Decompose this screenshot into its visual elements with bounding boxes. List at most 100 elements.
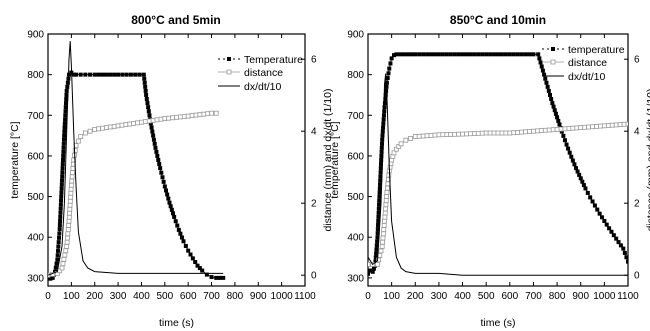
data-point: [588, 195, 593, 200]
data-point: [70, 165, 76, 171]
data-point: [55, 257, 60, 262]
data-point: [60, 170, 65, 175]
data-point: [64, 88, 69, 93]
data-point: [384, 185, 390, 191]
data-point: [597, 211, 602, 216]
data-point: [154, 117, 160, 123]
data-point: [564, 142, 569, 147]
data-point: [155, 153, 160, 158]
plot-area: [48, 41, 226, 281]
y-tick-label: 800: [27, 70, 44, 81]
data-point: [378, 174, 383, 179]
data-point: [384, 80, 389, 85]
legend-marker: [550, 59, 556, 65]
data-point: [68, 194, 73, 200]
data-point: [67, 72, 72, 77]
data-point: [376, 218, 381, 223]
data-point: [598, 123, 603, 129]
data-point: [604, 222, 609, 227]
series-distance: [368, 121, 628, 267]
data-point: [133, 72, 138, 77]
data-point: [59, 182, 64, 187]
data-point: [61, 256, 67, 262]
legend-marker: [551, 47, 555, 51]
data-point: [57, 227, 62, 232]
data-point: [605, 123, 611, 128]
data-point: [380, 235, 386, 241]
data-point: [376, 223, 381, 228]
data-point: [74, 72, 79, 77]
data-point: [374, 247, 379, 252]
data-point: [377, 252, 383, 258]
data-point: [582, 124, 588, 130]
data-point: [511, 130, 517, 136]
series-line: [368, 53, 628, 275]
data-point: [551, 104, 556, 109]
data-point: [398, 52, 403, 57]
data-point: [57, 231, 62, 236]
x-tick-label: 200: [407, 291, 424, 302]
y2-tick-label: 6: [311, 55, 317, 66]
data-point: [173, 219, 178, 224]
series-dx-dt-10: [368, 73, 628, 276]
data-point: [135, 120, 140, 126]
x-tick-label: 100: [383, 291, 400, 302]
data-point: [179, 235, 184, 240]
data-point: [142, 80, 147, 85]
data-point: [381, 222, 387, 228]
data-point: [87, 128, 93, 134]
data-point: [452, 131, 458, 137]
data-point: [600, 215, 604, 220]
data-point: [567, 150, 572, 155]
data-point: [67, 210, 72, 216]
data-point: [96, 126, 102, 132]
data-point: [398, 141, 404, 147]
data-point: [549, 97, 554, 102]
data-point: [368, 268, 373, 273]
data-point: [58, 214, 63, 219]
x-tick-label: 300: [110, 291, 127, 302]
data-point: [499, 130, 505, 136]
y-tick-label: 900: [27, 30, 44, 41]
data-point: [163, 188, 168, 193]
data-point: [577, 172, 582, 177]
data-point: [143, 84, 148, 89]
data-point: [151, 137, 156, 142]
data-point: [60, 166, 65, 171]
data-point: [575, 169, 580, 174]
data-point: [503, 52, 508, 57]
data-point: [385, 181, 391, 187]
data-point: [378, 182, 383, 187]
data-point: [523, 52, 528, 57]
y2-tick-label: 2: [311, 199, 317, 210]
data-point: [167, 200, 172, 205]
data-point: [480, 52, 485, 57]
x-tick-label: 500: [156, 291, 173, 302]
data-point: [61, 141, 66, 146]
data-point: [157, 162, 162, 167]
y-tick-label: 700: [347, 111, 364, 122]
data-point: [492, 52, 497, 57]
data-point: [618, 243, 623, 248]
data-point: [65, 84, 70, 89]
data-point: [382, 101, 387, 106]
x-tick-label: 0: [365, 291, 371, 302]
data-point: [379, 141, 384, 146]
data-point: [545, 84, 550, 89]
data-point: [100, 125, 105, 131]
data-point: [176, 227, 181, 232]
plot-frame: [367, 33, 629, 287]
x-axis-label: time (s): [159, 317, 194, 329]
data-point: [559, 129, 564, 134]
data-point: [65, 231, 71, 237]
data-point: [72, 147, 78, 153]
data-point: [377, 186, 382, 191]
data-point: [607, 226, 612, 231]
data-point: [464, 52, 469, 57]
data-point: [56, 248, 61, 253]
data-point: [375, 261, 380, 267]
y2-tick-label: 0: [634, 271, 640, 282]
data-point: [456, 52, 461, 57]
x-axis-label: time (s): [481, 317, 516, 329]
